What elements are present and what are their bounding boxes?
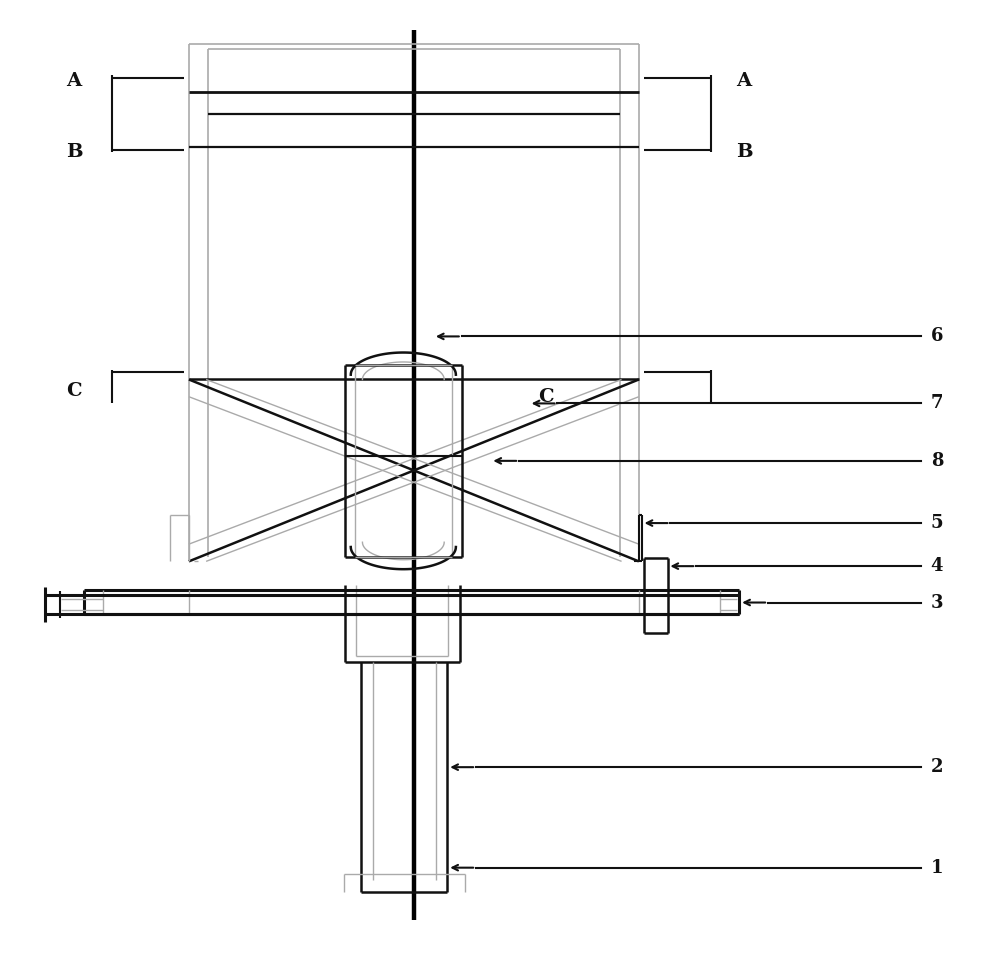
Text: B: B — [66, 143, 82, 160]
Text: A: A — [66, 72, 82, 90]
Text: 5: 5 — [931, 514, 943, 532]
Text: 4: 4 — [931, 557, 943, 575]
Text: 6: 6 — [931, 327, 943, 346]
Text: 7: 7 — [931, 395, 943, 413]
Text: C: C — [66, 382, 82, 400]
Text: 2: 2 — [931, 758, 943, 777]
Text: 1: 1 — [931, 858, 943, 876]
Text: 8: 8 — [931, 452, 943, 469]
Text: B: B — [736, 143, 752, 160]
Text: C: C — [538, 388, 554, 406]
Text: 3: 3 — [931, 593, 943, 612]
Text: A: A — [737, 72, 752, 90]
